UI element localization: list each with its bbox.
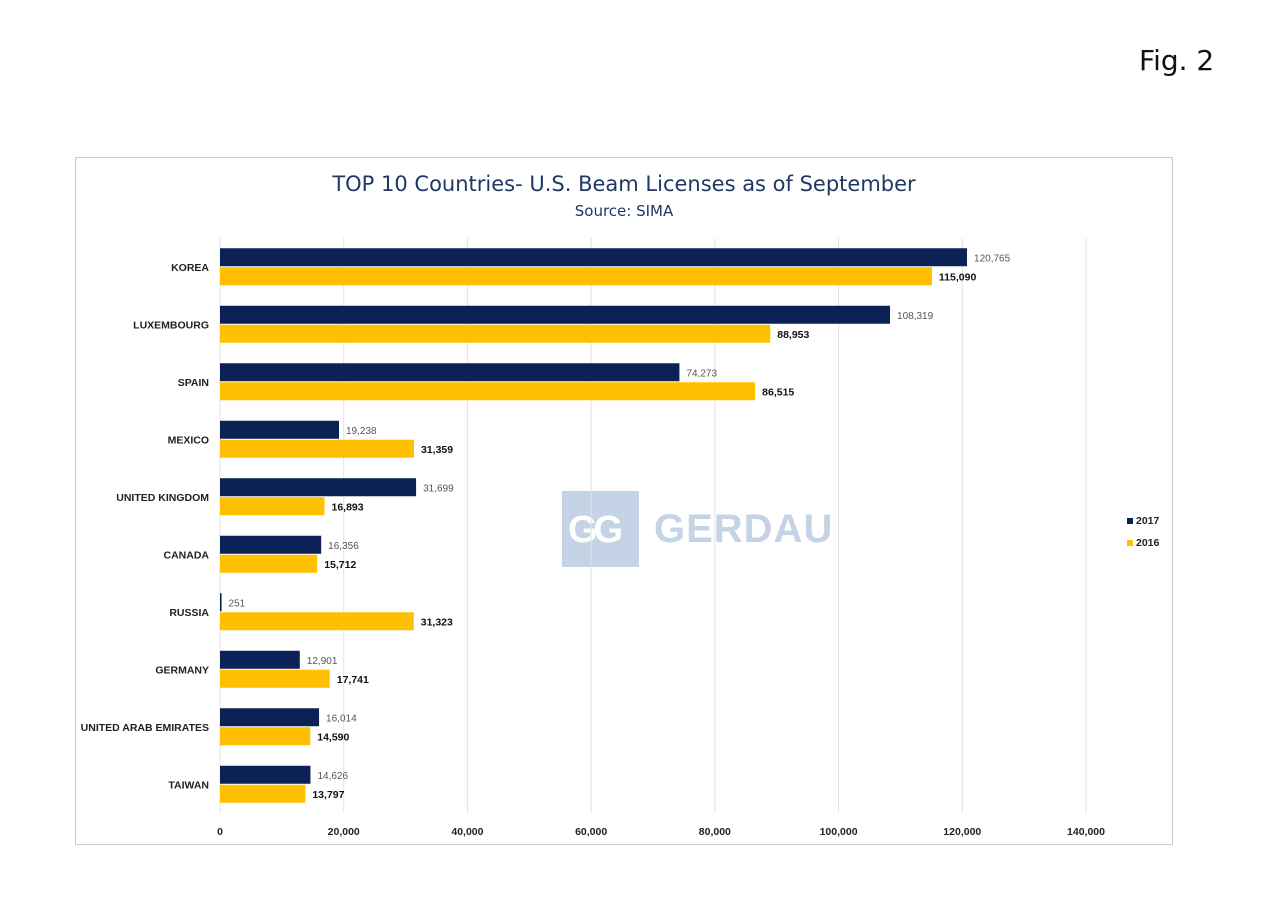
bar-2016: [220, 497, 325, 516]
chart-title: TOP 10 Countries- U.S. Beam Licenses as …: [332, 172, 916, 196]
x-tick-label: 20,000: [328, 826, 360, 838]
legend-swatch-2016: [1127, 540, 1133, 546]
bar-2017: [220, 708, 320, 727]
gerdau-watermark: GG GERDAU: [562, 491, 832, 567]
bar-2016: [220, 267, 932, 286]
category-label: GERMANY: [155, 664, 209, 676]
bar-2016: [220, 784, 306, 803]
data-label-2016: 115,090: [939, 271, 977, 283]
data-label-2017: 74,273: [686, 368, 717, 379]
data-label-2017: 19,238: [346, 426, 377, 437]
data-label-2016: 15,712: [324, 559, 356, 571]
gerdau-watermark-text: GERDAU: [654, 507, 834, 551]
bar-2016: [220, 382, 756, 401]
bar-2016: [220, 439, 414, 458]
bar-2017: [220, 650, 300, 669]
x-tick-label: 0: [217, 826, 223, 838]
category-label: TAIWAN: [168, 779, 209, 791]
chart-frame: TOP 10 Countries- U.S. Beam Licenses as …: [75, 157, 1173, 845]
x-tick-label: 120,000: [943, 826, 981, 838]
data-label-2016: 16,893: [331, 501, 363, 513]
data-label-2017: 12,901: [307, 656, 338, 667]
bar-2017: [220, 765, 311, 784]
bar-2017: [220, 593, 222, 612]
data-label-2017: 251: [229, 598, 246, 609]
data-label-2016: 14,590: [317, 731, 349, 743]
bar-2016: [220, 554, 318, 573]
x-tick-label: 40,000: [451, 826, 483, 838]
bar-2017: [220, 248, 968, 267]
data-label-2016: 86,515: [762, 386, 794, 398]
bar-2017: [220, 535, 322, 554]
bar-2016: [220, 669, 330, 688]
data-label-2016: 17,741: [337, 674, 369, 686]
gerdau-logo-mark: GG: [568, 509, 623, 551]
data-label-2017: 120,765: [974, 253, 1011, 264]
gerdau-logo-icon: GG: [562, 491, 639, 567]
figure-label: Fig. 2: [1139, 44, 1215, 77]
bar-2017: [220, 478, 417, 497]
bar-2017: [220, 363, 680, 382]
legend-label-2017: 2017: [1136, 515, 1160, 527]
category-label: SPAIN: [178, 377, 209, 389]
bar-chart: 0 20,000 40,000 60,000 80,000 100,000 120,000 1…: [81, 238, 1160, 838]
data-label-2017: 31,699: [423, 483, 454, 494]
x-tick-label: 60,000: [575, 826, 607, 838]
category-label: MEXICO: [168, 434, 209, 446]
bar-2016: [220, 612, 414, 631]
category-label: CANADA: [164, 549, 210, 561]
x-tick-label: 140,000: [1067, 826, 1105, 838]
category-label: UNITED KINGDOM: [116, 492, 209, 504]
category-label: KOREA: [171, 262, 209, 274]
x-tick-label: 80,000: [699, 826, 731, 838]
data-label-2016: 88,953: [777, 329, 809, 341]
chart-subtitle: Source: SIMA: [574, 202, 674, 220]
bar-2017: [220, 305, 891, 324]
legend-swatch-2017: [1127, 518, 1133, 524]
bar-2016: [220, 324, 771, 343]
bar-2017: [220, 420, 340, 439]
category-label: RUSSIA: [169, 607, 209, 619]
data-label-2017: 16,356: [328, 541, 359, 552]
legend-label-2016: 2016: [1136, 537, 1160, 549]
category-label: LUXEMBOURG: [133, 319, 209, 331]
data-label-2017: 14,626: [317, 771, 348, 782]
category-label: UNITED ARAB EMIRATES: [81, 722, 209, 734]
data-label-2016: 13,797: [312, 789, 344, 801]
data-label-2017: 108,319: [897, 311, 934, 322]
data-label-2017: 16,014: [326, 713, 357, 724]
data-label-2016: 31,323: [421, 616, 453, 628]
bar-2016: [220, 727, 311, 746]
data-label-2016: 31,359: [421, 444, 453, 456]
x-tick-label: 100,000: [820, 826, 858, 838]
